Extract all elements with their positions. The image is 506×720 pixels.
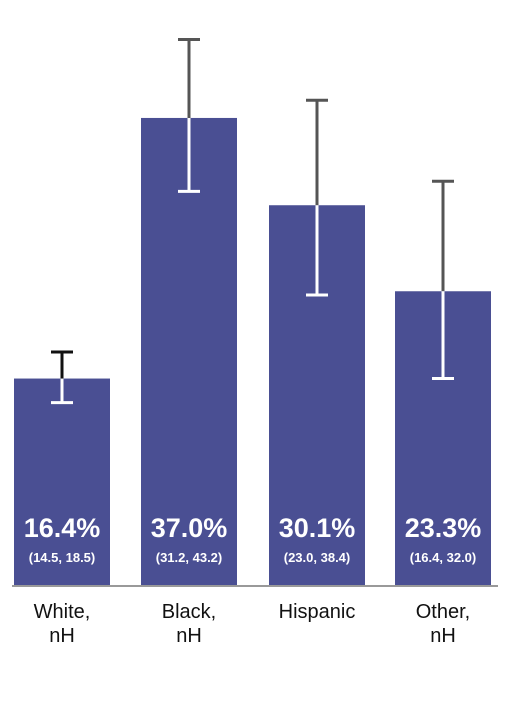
value-label-1: 37.0% (151, 513, 228, 543)
ci-label-2: (23.0, 38.4) (284, 550, 351, 565)
category-label-3: Other, nH (415, 601, 471, 647)
value-label-2: 30.1% (279, 513, 356, 543)
ci-label-1: (31.2, 43.2) (156, 550, 223, 565)
category-label-0: White, nH (33, 601, 91, 647)
error-bars-layer (51, 38, 454, 405)
value-label-0: 16.4% (24, 513, 101, 543)
bar-1 (141, 117, 237, 586)
ci-label-0: (14.5, 18.5) (29, 550, 96, 565)
value-label-3: 23.3% (405, 513, 482, 543)
category-label-1: Black, nH (161, 601, 217, 647)
bar-0 (14, 378, 110, 586)
data-labels-layer: 16.4% (14.5, 18.5) 37.0% (31.2, 43.2) 30.1% (… (24, 513, 482, 565)
ci-label-3: (16.4, 32.0) (410, 550, 477, 565)
category-label-2: Hispanic (278, 601, 356, 623)
